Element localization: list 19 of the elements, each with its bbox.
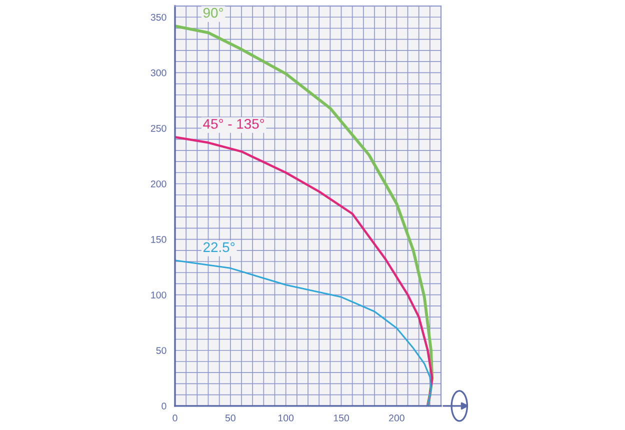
y-tick-label: 150 xyxy=(151,236,166,243)
x-tick-label: 50 xyxy=(225,414,236,422)
x-tick-label: 150 xyxy=(334,414,349,422)
series-label: 90° xyxy=(203,8,223,18)
series-label: 45° - 135° xyxy=(203,118,264,129)
y-tick-label: 300 xyxy=(150,69,166,76)
y-tick-label: 50 xyxy=(156,347,166,354)
x-tick-label: 100 xyxy=(278,414,294,422)
x-tick-label: 200 xyxy=(389,414,404,422)
line-series xyxy=(175,136,434,406)
series-label: 22.5° xyxy=(203,242,235,252)
x-tick-label: 0 xyxy=(172,414,178,422)
line-series xyxy=(175,260,432,406)
y-tick-label: 200 xyxy=(150,180,166,188)
line-series xyxy=(175,24,434,406)
y-tick-label: 250 xyxy=(150,124,166,132)
y-tick-label: 0 xyxy=(162,402,166,410)
y-tick-label: 350 xyxy=(150,14,166,21)
y-tick-label: 100 xyxy=(151,292,166,298)
